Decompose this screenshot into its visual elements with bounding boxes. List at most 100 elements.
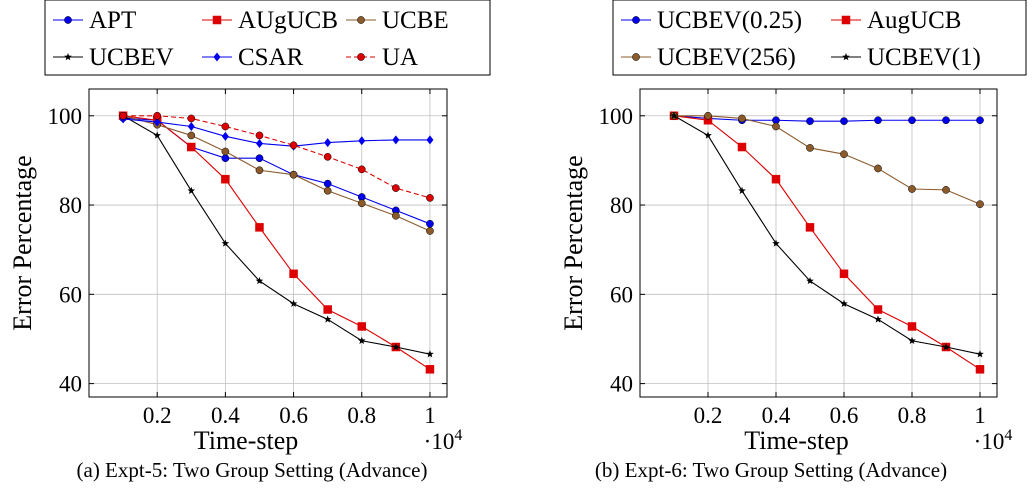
chart-b-point-ucbev-1 xyxy=(738,186,746,195)
chart-a-point-csar xyxy=(153,117,161,127)
chart-b-point-ucbev-256 xyxy=(874,164,882,173)
chart-a-legend-marker xyxy=(213,52,221,62)
chart-a-point-ua xyxy=(187,114,196,123)
chart-a-point-ucbe xyxy=(426,227,434,235)
chart-a-point-ua xyxy=(426,194,434,202)
chart-a-point-augucb xyxy=(289,269,298,279)
chart-a-point-apt xyxy=(323,179,332,188)
chart-b-legend-box xyxy=(612,0,1027,76)
chart-a-point-ucbe xyxy=(392,211,400,220)
chart-a-point-ua xyxy=(357,165,366,174)
chart-a-x-multiplier: ·104 xyxy=(424,427,463,454)
chart-b-series-ucbev-0-25 xyxy=(670,111,984,125)
chart-b-point-ucbev-1 xyxy=(942,343,950,351)
chart-a-line-augucb xyxy=(123,115,431,370)
chart-a-point-ua xyxy=(392,184,400,192)
chart-panel-b: 0.2 0.4 0.6 0.8 1 40 60 80 100 Time-step Error Per… xyxy=(516,0,1032,492)
chart-b-legend-label: UCBEV(256) xyxy=(657,44,796,71)
chart-b-ytick-label: 80 xyxy=(610,193,633,218)
chart-a-legend-label: APT xyxy=(89,7,136,34)
chart-a-point-ua xyxy=(119,111,127,120)
chart-b-point-ucbev-0-25 xyxy=(942,116,950,125)
chart-a-point-csar xyxy=(187,121,195,131)
chart-a-point-csar xyxy=(392,135,400,145)
chart-a-point-augucb xyxy=(221,174,230,184)
chart-b-legend: UCBEV(0.25) AugUCB UCBEV(256) UCBEV(1) xyxy=(612,0,1027,76)
chart-a-ytick-label: 40 xyxy=(59,372,82,397)
chart-b-point-ucbev-256 xyxy=(772,122,780,131)
chart-a-point-ucbev xyxy=(357,336,366,344)
chart-a-plot-frame xyxy=(88,88,448,398)
chart-a-point-csar xyxy=(426,135,434,145)
chart-a-point-ua xyxy=(289,141,298,150)
chart-a-legend-entry-ucbe: UCBE xyxy=(346,7,449,34)
chart-b-point-augucb xyxy=(873,305,883,314)
chart-a-point-ucbev xyxy=(289,299,298,307)
chart-a-legend-entry-ucbev: UCBEV xyxy=(53,44,174,71)
chart-b-grid xyxy=(640,89,997,397)
chart-b-legend-label: UCBEV(1) xyxy=(867,44,981,71)
chart-a-legend-entry-csar: CSAR xyxy=(202,44,304,71)
chart-b-series-ucbev-1 xyxy=(670,111,984,358)
chart-b-legend-entry-augucb: AugUCB xyxy=(831,7,961,34)
chart-b-xtick-label: 0.8 xyxy=(898,403,927,428)
chart-a-legend-label: UCBEV xyxy=(89,44,174,71)
chart-b-legend-entry-ucbev-256: UCBEV(256) xyxy=(621,44,796,71)
chart-b-point-ucbev-1 xyxy=(874,315,882,323)
chart-b-point-augucb xyxy=(975,365,985,374)
chart-a-line-apt xyxy=(123,117,431,225)
chart-b-legend-marker xyxy=(841,15,851,25)
chart-b-legend-entry-ucbev-1: UCBEV(1) xyxy=(831,44,981,71)
chart-a-ytick-label: 60 xyxy=(59,282,82,307)
chart-panel-a: 0.2 0.4 0.6 0.8 1 40 60 80 100 Time-step Error Per… xyxy=(8,0,491,482)
chart-a-point-ua xyxy=(153,111,162,120)
chart-b-point-ucbev-1 xyxy=(670,111,678,120)
chart-a-line-ucbe xyxy=(122,115,431,232)
chart-a-xlabel: Time-step xyxy=(194,426,299,455)
chart-a-point-csar xyxy=(221,131,229,141)
chart-b-point-ucbev-1 xyxy=(704,131,712,139)
chart-b-point-ucbev-256 xyxy=(942,186,950,194)
chart-b-point-ucbev-256 xyxy=(908,185,916,193)
chart-b-ytick-label: 60 xyxy=(610,282,633,307)
chart-b-line-augucb xyxy=(673,115,981,370)
chart-b-legend-marker xyxy=(842,53,850,61)
chart-b-point-ucbev-0-25 xyxy=(806,117,814,125)
chart-a-point-augucb xyxy=(187,142,196,152)
chart-a-point-ucbe xyxy=(357,199,366,208)
chart-a-xtick-label: 1 xyxy=(424,403,436,428)
chart-a-point-augucb xyxy=(357,322,367,331)
chart-a-legend-entry-ua: UA xyxy=(346,44,418,71)
chart-a-legend-label: CSAR xyxy=(238,44,304,71)
chart-b-point-ucbev-0-25 xyxy=(908,116,916,125)
chart-b-legend-entry-ucbev-0-25: UCBEV(0.25) xyxy=(621,7,802,34)
chart-b-series-ucbev-256 xyxy=(670,111,984,209)
chart-b-point-augucb xyxy=(737,142,747,152)
chart-b-point-ucbev-0-25 xyxy=(840,117,848,125)
chart-a-legend-label: AUgUCB xyxy=(238,7,338,34)
chart-a-legend-marker xyxy=(357,53,365,61)
chart-a-point-augucb xyxy=(255,223,264,232)
chart-a-point-ucbev xyxy=(323,315,332,323)
chart-a-xtick-label: 0.8 xyxy=(347,403,376,428)
chart-a-line-csar xyxy=(123,118,430,147)
chart-a-point-csar xyxy=(255,138,263,148)
chart-b-point-augucb xyxy=(839,269,849,279)
chart-b-svg: 0.2 0.4 0.6 0.8 1 40 60 80 100 Time-step Error Per… xyxy=(559,0,1027,455)
chart-b-point-ucbev-256 xyxy=(738,114,746,123)
chart-b-point-ucbev-1 xyxy=(908,336,916,344)
chart-a-xtick-label: 0.2 xyxy=(143,403,172,428)
chart-a-point-ucbe xyxy=(289,170,298,179)
chart-b-ytick-label: 100 xyxy=(599,104,634,129)
chart-b-xtick-label: 0.4 xyxy=(762,403,791,428)
chart-a-legend-marker xyxy=(64,16,72,24)
chart-b-point-ucbev-256 xyxy=(806,144,814,152)
chart-a-legend-marker xyxy=(357,16,365,24)
chart-a-series-ua xyxy=(119,111,434,202)
chart-a-point-augucb xyxy=(323,305,332,314)
chart-b-point-ucbev-1 xyxy=(840,299,848,307)
chart-a-legend-entry-augucb: AUgUCB xyxy=(202,7,338,34)
chart-a-series-apt xyxy=(119,114,434,228)
chart-a-series-ucbe xyxy=(119,111,434,235)
chart-a-line-ucbev xyxy=(122,115,431,355)
